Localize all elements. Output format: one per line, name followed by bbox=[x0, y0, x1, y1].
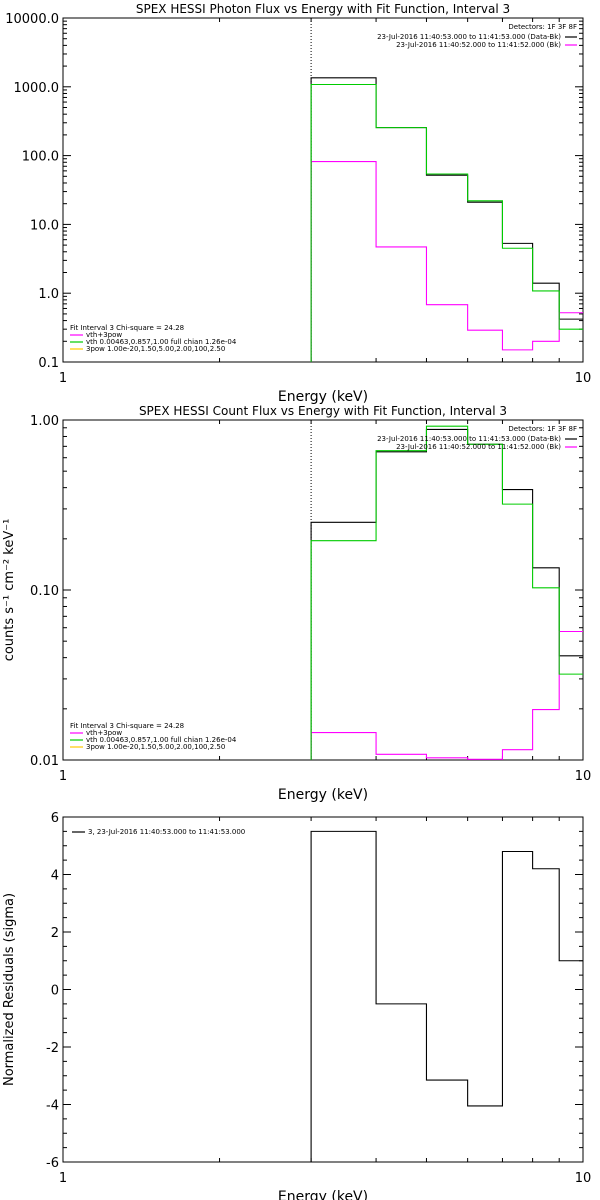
plot-panel-2: 1 10 0.01 0.10 1.00 SPEX HESSI Count Flux vs … bbox=[2, 404, 591, 803]
y-tick-label: -4 bbox=[46, 1099, 59, 1114]
y-axis-label: counts s⁻¹ cm⁻² keV⁻¹ bbox=[2, 519, 17, 662]
plot-frame bbox=[62, 816, 584, 1163]
y-tick-label: 1000.0 bbox=[14, 81, 60, 96]
y-tick-label: -6 bbox=[46, 1156, 59, 1171]
x-axis-label: Energy (keV) bbox=[278, 1189, 368, 1200]
y-tick-label: 4 bbox=[51, 869, 59, 884]
plot-frame bbox=[62, 419, 584, 761]
x-tick-label: 1 bbox=[59, 371, 67, 386]
series-line-2 bbox=[310, 160, 583, 362]
x-tick-label: 1 bbox=[59, 1171, 67, 1186]
series-line-1 bbox=[310, 428, 583, 760]
y-tick-label: 0.10 bbox=[30, 584, 59, 599]
plot-frame bbox=[62, 17, 584, 363]
legend-entry: 3pow 1.00e-20,1.50,5.00,2.00,100,2.50 bbox=[86, 345, 225, 353]
chart-title: SPEX HESSI Count Flux vs Energy with Fit… bbox=[139, 404, 507, 418]
series-line-3 bbox=[310, 425, 583, 760]
legend-header: Detectors: 1F 3F 8F bbox=[508, 425, 577, 433]
legend-entry: vth 0.00463,0.857,1.00 full chian 1.26e-… bbox=[86, 736, 237, 744]
legend-header: Detectors: 1F 3F 8F bbox=[508, 23, 577, 31]
x-tick-label: 10 bbox=[575, 371, 592, 386]
legend-header: Fit Interval 3 Chi-square = 24.28 bbox=[70, 722, 184, 730]
series-line-1 bbox=[310, 830, 583, 1162]
y-tick-label: 2 bbox=[51, 926, 59, 941]
x-tick-label: 1 bbox=[59, 769, 67, 784]
x-axis-label: Energy (keV) bbox=[278, 389, 368, 405]
legend-entry: 3, 23-Jul-2016 11:40:53.000 to 11:41:53.… bbox=[88, 828, 245, 836]
y-tick-label: 1.00 bbox=[30, 414, 59, 429]
legend-entry: 23-Jul-2016 11:40:52.000 to 11:41:52.000… bbox=[396, 443, 561, 451]
legend-entry: vth 0.00463,0.857,1.00 full chian 1.26e-… bbox=[86, 338, 237, 346]
legend-entry: vth+3pow bbox=[86, 331, 122, 339]
y-tick-label: 6 bbox=[51, 811, 59, 826]
y-tick-label: 0.01 bbox=[30, 754, 59, 769]
y-tick-label: -2 bbox=[46, 1041, 59, 1056]
y-tick-label: 100.0 bbox=[22, 150, 59, 165]
chart-title: SPEX HESSI Photon Flux vs Energy with Fi… bbox=[136, 2, 510, 16]
legend-entry: 3pow 1.00e-20,1.50,5.00,2.00,100,2.50 bbox=[86, 743, 225, 751]
y-tick-label: 0.1 bbox=[38, 356, 59, 371]
legend-entry: 23-Jul-2016 11:40:53.000 to 11:41:53.000… bbox=[377, 435, 561, 443]
legend-entry: vth+3pow bbox=[86, 729, 122, 737]
plot-panel-1: 1 10 0.1 1.0 10.0 100.0 1000.0 10000.0 SPEX HESS… bbox=[5, 2, 591, 405]
x-tick-label: 10 bbox=[575, 1171, 592, 1186]
series-line-2 bbox=[310, 630, 583, 760]
y-tick-label: 10.0 bbox=[30, 218, 59, 233]
y-tick-label: 10000.0 bbox=[5, 12, 59, 27]
x-axis-label: Energy (keV) bbox=[278, 787, 368, 803]
y-tick-label: 1.0 bbox=[38, 287, 59, 302]
plot-panel-3: 1 10 -6 -4 -2 0 2 4 6 Energy (keV) Normalized Resi… bbox=[2, 811, 591, 1200]
legend-entry: 23-Jul-2016 11:40:53.000 to 11:41:53.000… bbox=[377, 33, 561, 41]
y-tick-label: 0 bbox=[51, 984, 59, 999]
x-tick-label: 10 bbox=[575, 769, 592, 784]
legend-entry: 23-Jul-2016 11:40:52.000 to 11:41:52.000… bbox=[396, 41, 561, 49]
series-line-1 bbox=[310, 77, 583, 362]
series-line-3 bbox=[310, 83, 583, 362]
y-axis-label: Normalized Residuals (sigma) bbox=[2, 893, 17, 1086]
legend-header: Fit Interval 3 Chi-square = 24.28 bbox=[70, 324, 184, 332]
